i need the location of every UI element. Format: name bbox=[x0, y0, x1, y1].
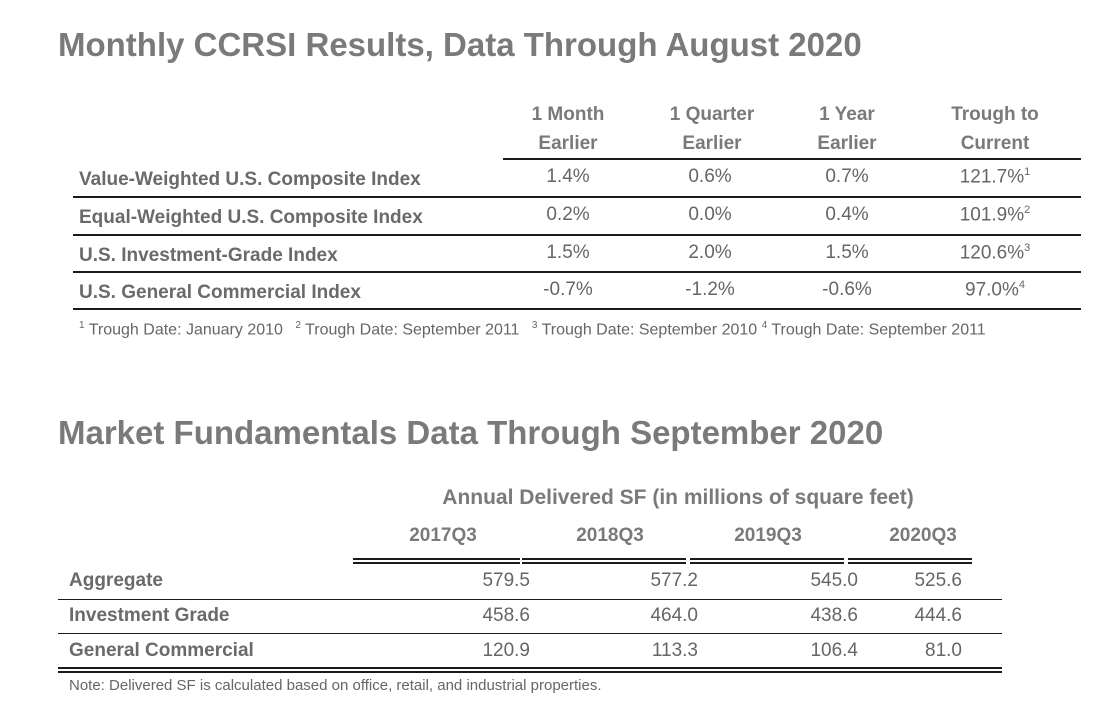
table-bottom-rule bbox=[73, 308, 1081, 310]
row-label: Investment Grade bbox=[69, 605, 230, 626]
cell-trough: 121.7%1 bbox=[959, 166, 1031, 188]
table-row: U.S. General Commercial Index -0.7% -1.2… bbox=[73, 273, 1081, 311]
col-header-2020q3: 2020Q3 bbox=[889, 525, 957, 546]
col-header-line: Trough to bbox=[951, 104, 1039, 125]
table-row: General Commercial 120.9 113.3 106.4 81.… bbox=[58, 634, 1002, 669]
cell-1-quarter: 2.0% bbox=[688, 242, 732, 263]
cell-1-month: 1.4% bbox=[546, 166, 590, 187]
cell-2019q3: 438.6 bbox=[810, 605, 858, 626]
col-header-2017q3: 2017Q3 bbox=[409, 525, 477, 546]
cell-1-year: 1.5% bbox=[825, 242, 869, 263]
col-header-1-year: 1 Year Earlier bbox=[787, 100, 907, 158]
cell-2017q3: 120.9 bbox=[482, 640, 530, 661]
cell-trough: 120.6%3 bbox=[959, 242, 1031, 264]
col-header-2019q3: 2019Q3 bbox=[734, 525, 802, 546]
cell-2020q3: 525.6 bbox=[914, 570, 962, 591]
cell-trough: 101.9%2 bbox=[959, 204, 1031, 226]
table-row: Aggregate 579.5 577.2 545.0 525.6 bbox=[58, 564, 1002, 599]
col-header-line: Current bbox=[960, 133, 1030, 154]
col-header-rule bbox=[353, 558, 520, 564]
row-divider bbox=[58, 599, 1002, 600]
cell-1-month: -0.7% bbox=[543, 279, 593, 300]
row-divider bbox=[73, 196, 1081, 198]
col-header-1-quarter: 1 Quarter Earlier bbox=[643, 100, 781, 158]
cell-1-month: 0.2% bbox=[546, 204, 590, 225]
row-label: U.S. General Commercial Index bbox=[79, 282, 361, 303]
cell-1-quarter: -1.2% bbox=[685, 279, 735, 300]
col-header-line: Earlier bbox=[682, 133, 742, 154]
cell-2018q3: 113.3 bbox=[651, 640, 698, 661]
footnote-text: Trough Date: September 2011 bbox=[305, 321, 520, 339]
col-header-line: Earlier bbox=[817, 133, 877, 154]
cell-1-year: 0.7% bbox=[825, 166, 869, 187]
col-header-1-month: 1 Month Earlier bbox=[503, 100, 633, 158]
footnote-text: Trough Date: January 2010 bbox=[88, 321, 283, 339]
cell-2017q3: 579.5 bbox=[482, 570, 530, 591]
cell-2018q3: 464.0 bbox=[650, 605, 698, 626]
col-header-trough: Trough to Current bbox=[920, 100, 1070, 158]
col-header-line: 1 Quarter bbox=[669, 104, 755, 125]
cell-2018q3: 577.2 bbox=[650, 570, 698, 591]
cell-2017q3: 458.6 bbox=[482, 605, 530, 626]
table-row: Value-Weighted U.S. Composite Index 1.4%… bbox=[73, 160, 1081, 198]
header-rule bbox=[503, 158, 1081, 160]
row-divider bbox=[58, 633, 1002, 634]
col-header-line: 1 Month bbox=[531, 104, 605, 125]
table-row: Equal-Weighted U.S. Composite Index 0.2%… bbox=[73, 198, 1081, 236]
col-header-rule bbox=[522, 558, 686, 564]
row-divider bbox=[73, 271, 1081, 273]
footnote-text: Trough Date: September 2010 bbox=[541, 321, 758, 339]
cell-2020q3: 81.0 bbox=[925, 640, 962, 661]
footnote-text: Trough Date: September 2011 bbox=[771, 321, 986, 339]
cell-1-quarter: 0.6% bbox=[688, 166, 732, 187]
table-bottom-rule bbox=[58, 667, 1002, 673]
span-header: Annual Delivered SF (in millions of squa… bbox=[442, 486, 914, 509]
row-label: Equal-Weighted U.S. Composite Index bbox=[79, 207, 423, 228]
col-header-line: Earlier bbox=[538, 133, 598, 154]
trough-footnotes: 1 Trough Date: January 2010 2 Trough Dat… bbox=[79, 320, 986, 339]
cell-trough: 97.0%4 bbox=[965, 279, 1025, 301]
delivered-sf-note: Note: Delivered SF is calculated based o… bbox=[69, 677, 602, 694]
cell-1-year: 0.4% bbox=[825, 204, 869, 225]
table-row: U.S. Investment-Grade Index 1.5% 2.0% 1.… bbox=[73, 236, 1081, 274]
cell-1-year: -0.6% bbox=[822, 279, 872, 300]
fundamentals-title: Market Fundamentals Data Through Septemb… bbox=[58, 414, 884, 451]
cell-2020q3: 444.6 bbox=[914, 605, 962, 626]
col-header-rule bbox=[848, 558, 972, 564]
col-header-line: 1 Year bbox=[819, 104, 875, 125]
row-label: Value-Weighted U.S. Composite Index bbox=[79, 169, 421, 190]
row-label: U.S. Investment-Grade Index bbox=[79, 245, 338, 266]
cell-2019q3: 545.0 bbox=[810, 570, 858, 591]
cell-1-quarter: 0.0% bbox=[688, 204, 732, 225]
cell-2019q3: 106.4 bbox=[810, 640, 858, 661]
ccrsi-title: Monthly CCRSI Results, Data Through Augu… bbox=[58, 26, 862, 63]
table-row: Investment Grade 458.6 464.0 438.6 444.6 bbox=[58, 599, 1002, 634]
row-divider bbox=[73, 234, 1081, 236]
col-header-2018q3: 2018Q3 bbox=[576, 525, 644, 546]
col-header-rule bbox=[690, 558, 844, 564]
row-label: Aggregate bbox=[69, 570, 163, 591]
cell-1-month: 1.5% bbox=[546, 242, 590, 263]
row-label: General Commercial bbox=[69, 640, 254, 661]
